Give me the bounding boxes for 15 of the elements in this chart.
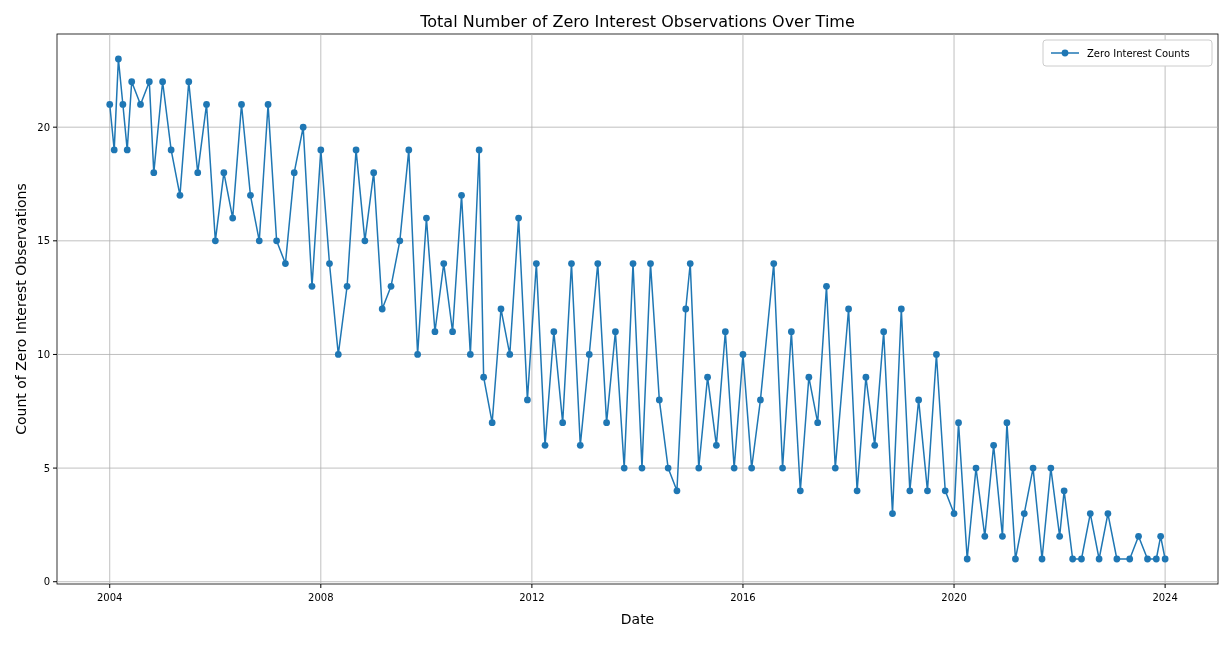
x-tick-label: 2004 — [97, 592, 123, 603]
x-tick-label: 2020 — [941, 592, 967, 603]
y-tick-label: 5 — [43, 462, 50, 474]
chart-title: Total Number of Zero Interest Observations Over Time — [419, 12, 855, 31]
y-tick-label: 15 — [37, 235, 50, 247]
x-tick-label: 2012 — [519, 592, 545, 603]
legend-label: Zero Interest Counts — [1087, 48, 1190, 59]
x-tick-label: 2008 — [308, 592, 334, 603]
x-tick-label: 2016 — [730, 592, 756, 603]
y-tick-label: 0 — [43, 576, 50, 588]
y-axis-title: Count of Zero Interest Observations — [13, 183, 29, 435]
x-axis-title: Date — [620, 611, 655, 627]
x-tick-label: 2024 — [1152, 592, 1178, 603]
y-tick-label: 10 — [37, 348, 50, 360]
y-tick-label: 20 — [37, 121, 50, 133]
